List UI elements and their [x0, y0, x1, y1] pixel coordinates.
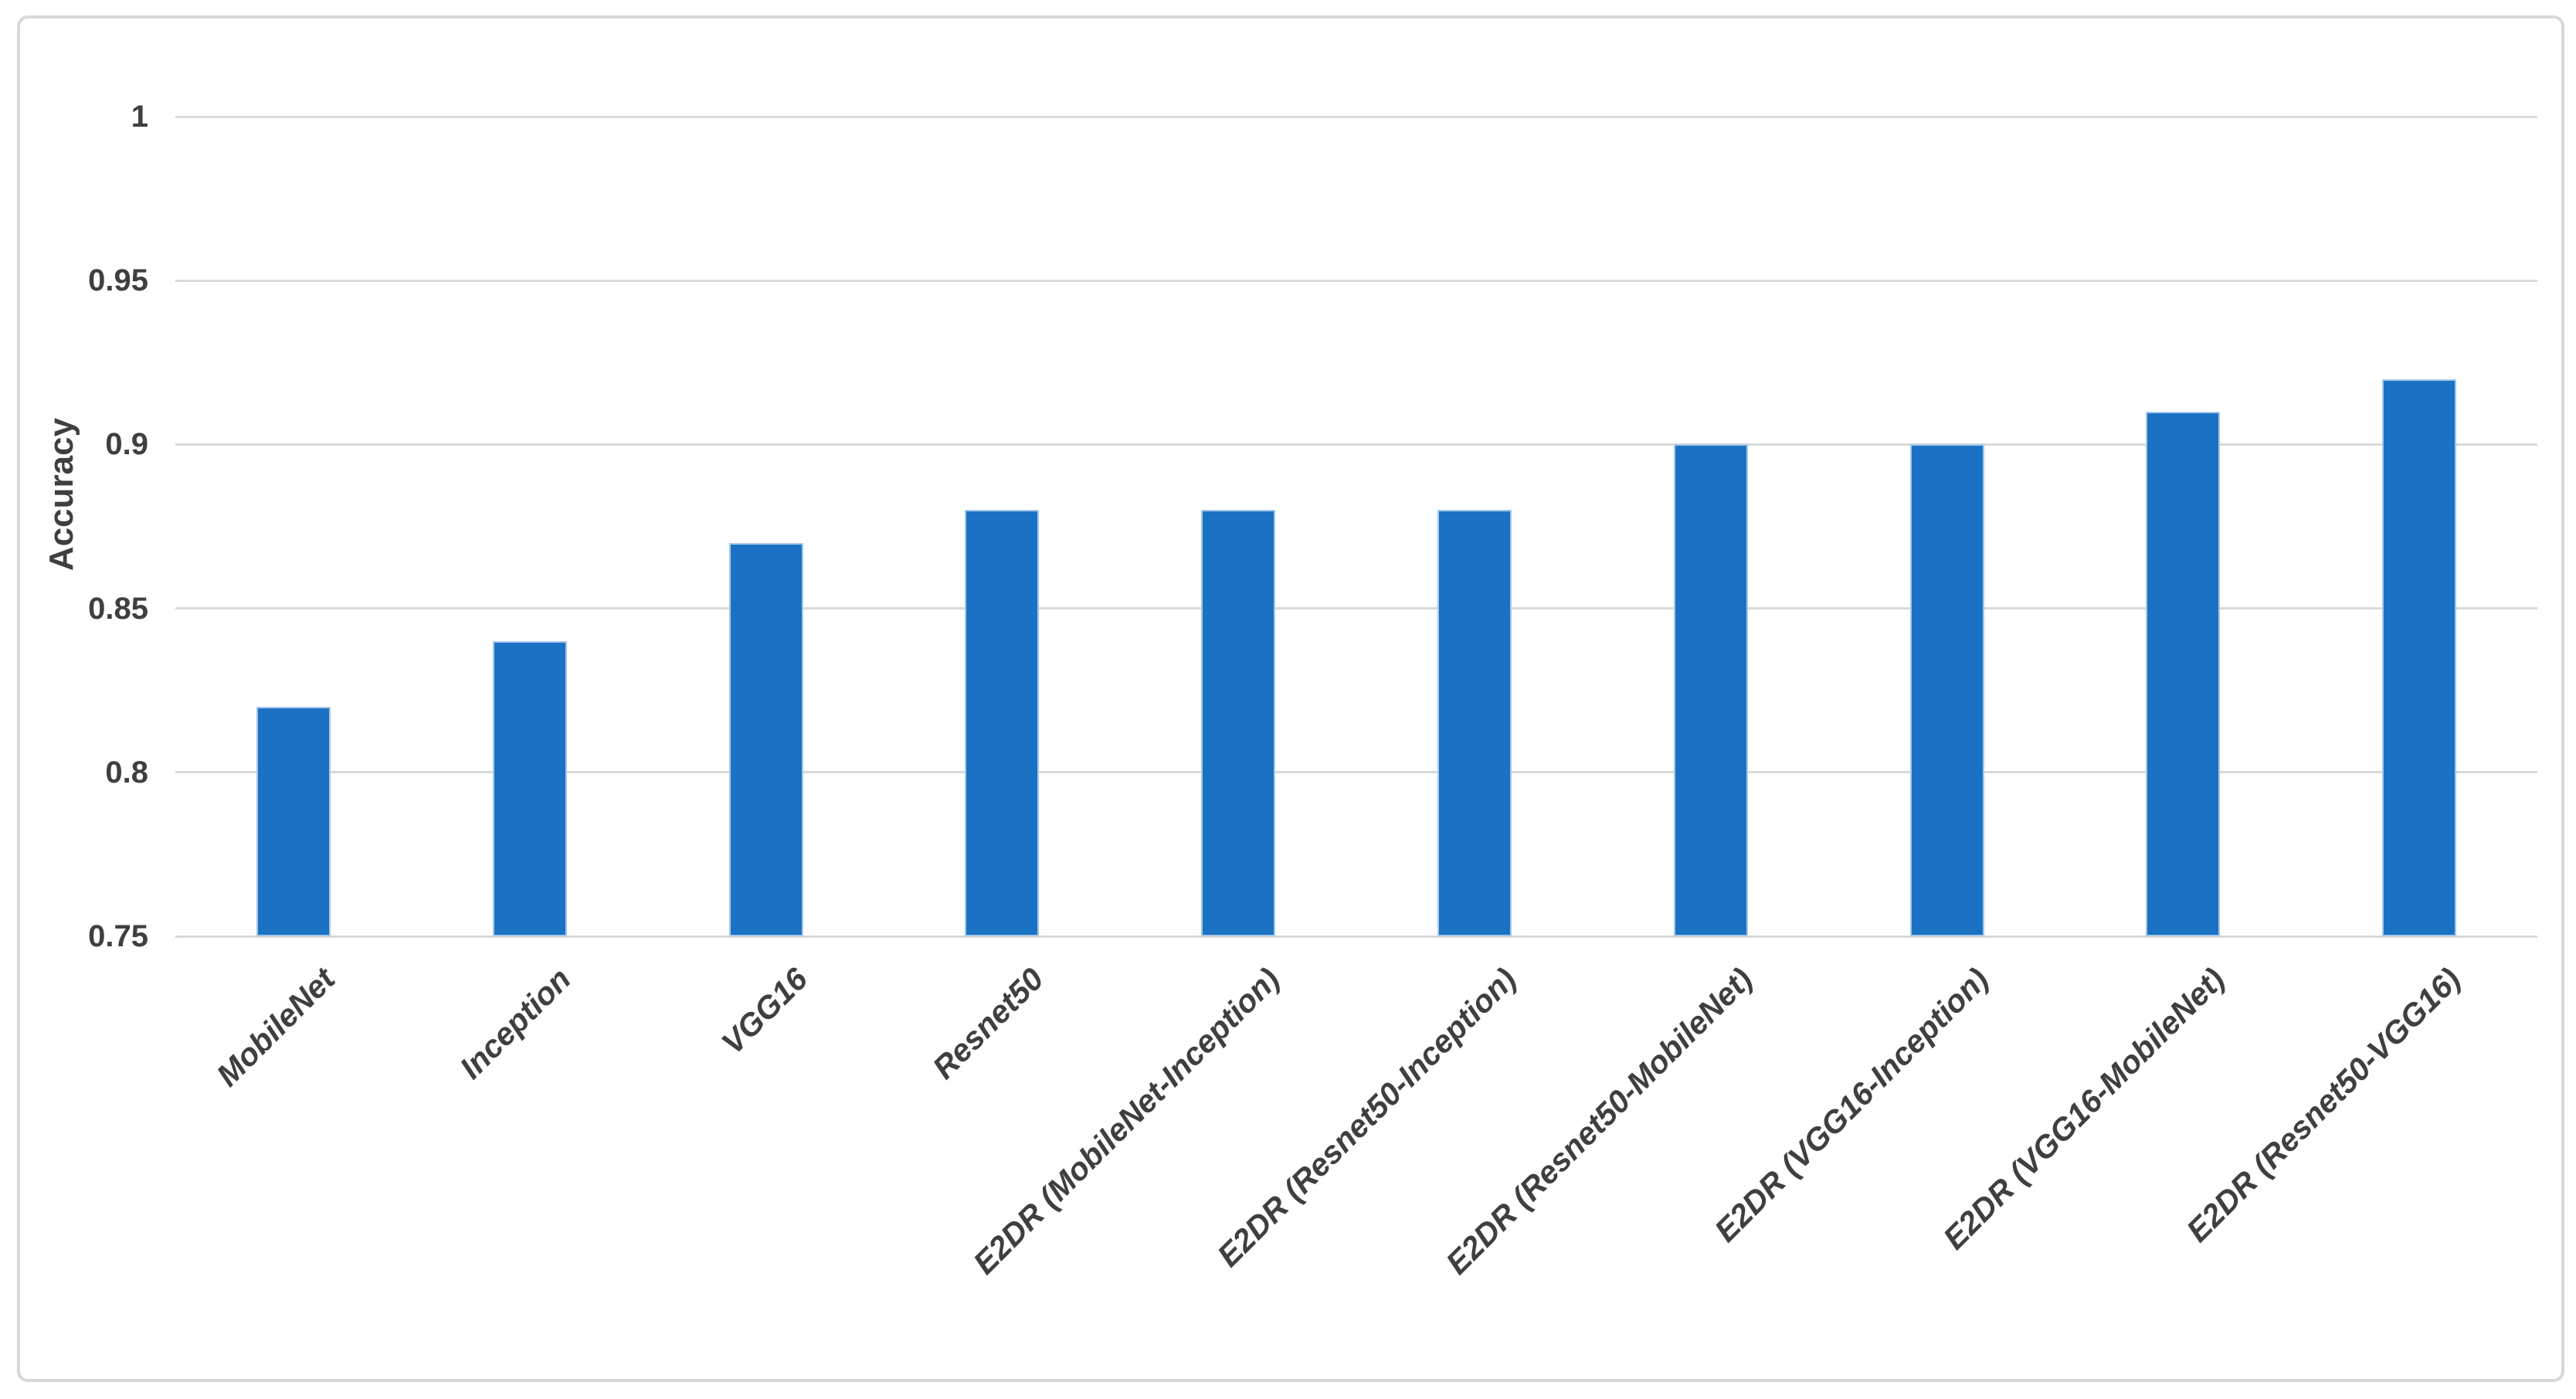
y-tick-label: 0.75	[88, 919, 148, 953]
gridline	[175, 935, 2537, 938]
bar	[2146, 411, 2221, 936]
bar	[2382, 379, 2457, 936]
bar	[256, 706, 331, 936]
gridline	[175, 607, 2537, 610]
bar	[1673, 444, 1748, 936]
bar	[728, 542, 803, 936]
gridline	[175, 771, 2537, 774]
bar	[1201, 510, 1276, 936]
gridline	[175, 115, 2537, 118]
bar	[492, 641, 567, 936]
y-tick-label: 1	[131, 100, 148, 134]
y-tick-label: 0.85	[88, 591, 148, 626]
y-tick-label: 0.95	[88, 263, 148, 298]
bar	[965, 510, 1040, 936]
gridline	[175, 279, 2537, 282]
gridline	[175, 443, 2537, 446]
y-tick-label: 0.9	[105, 427, 148, 462]
bar	[1909, 444, 1984, 936]
bar	[1437, 510, 1512, 936]
chart-frame	[17, 15, 2564, 1382]
y-tick-label: 0.8	[105, 755, 148, 789]
